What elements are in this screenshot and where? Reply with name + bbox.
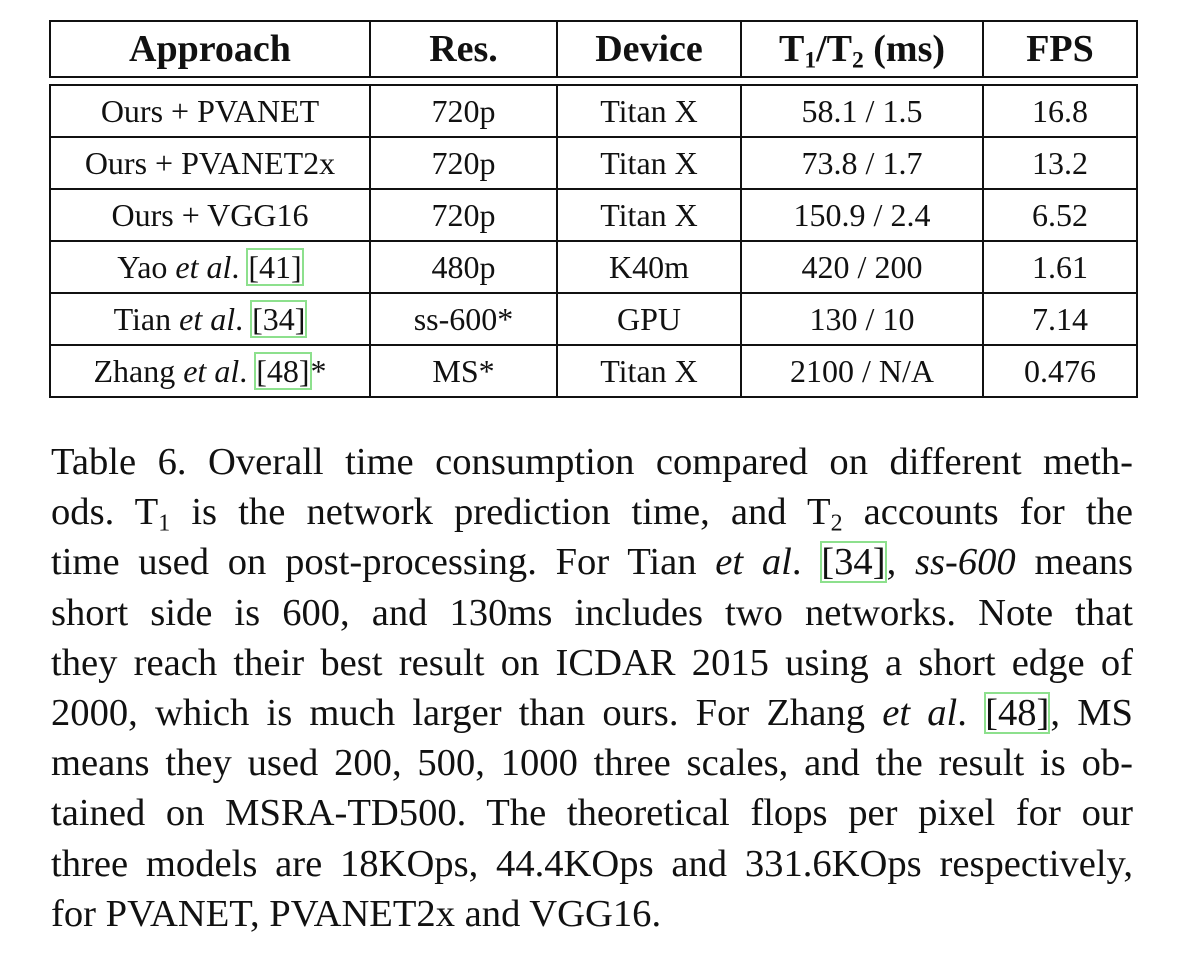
cell-fps: 13.2 — [982, 138, 1138, 190]
cell-device: Titan X — [556, 346, 740, 398]
cell-approach: Zhang et al. [48]* — [49, 346, 369, 398]
citation-link-48[interactable]: [48] — [984, 691, 1051, 734]
approach-name: Zhang — [93, 353, 184, 389]
header-time: T1/T2 (ms) — [740, 20, 982, 78]
header-fps: FPS — [982, 20, 1138, 78]
cell-resolution: 480p — [369, 242, 556, 294]
table-row: Ours + VGG16 720p Titan X 150.9 / 2.4 6.52 — [49, 190, 1138, 242]
citation-link-34[interactable]: [34] — [820, 541, 887, 584]
cell-resolution: MS* — [369, 346, 556, 398]
approach-name: Ours + PVANET — [100, 93, 320, 129]
approach-name: Tian — [113, 301, 180, 337]
citation-link[interactable]: [41] — [246, 248, 304, 286]
approach-sep: . — [235, 301, 252, 337]
header-resolution: Res. — [369, 20, 556, 78]
cell-time: 150.9 / 2.4 — [740, 190, 982, 242]
approach-sep: . — [239, 353, 256, 389]
caption-line-8: tained on MSRA-TD500. The theoretical fl… — [51, 792, 1133, 835]
caption-line-10: for PVANET, PVANET2x and VGG16. — [51, 892, 662, 935]
cell-device: Titan X — [556, 138, 740, 190]
cell-approach: Tian et al. [34] — [49, 294, 369, 346]
results-table-container: Approach Res. Device T1/T2 (ms) FPS Ours… — [49, 20, 1138, 398]
table-row: Zhang et al. [48]* MS* Titan X 2100 / N/A 0.… — [49, 346, 1138, 398]
table-row: Tian et al. [34] ss-600* GPU 130 / 10 7.14 — [49, 294, 1138, 346]
header-approach: Approach — [49, 20, 369, 78]
cell-fps: 1.61 — [982, 242, 1138, 294]
caption-line-7: means they used 200, 500, 1000 three sca… — [51, 742, 1133, 785]
cell-resolution: ss-600* — [369, 294, 556, 346]
header-device: Device — [556, 20, 740, 78]
cell-device: GPU — [556, 294, 740, 346]
cell-approach: Yao et al. [41] — [49, 242, 369, 294]
cell-fps: 16.8 — [982, 86, 1138, 138]
caption-line-6: 2000, which is much larger than ours. Fo… — [51, 691, 1134, 734]
approach-etal: et al — [183, 353, 240, 389]
cell-device: Titan X — [556, 86, 740, 138]
cell-time: 58.1 / 1.5 — [740, 86, 982, 138]
cell-time: 130 / 10 — [740, 294, 982, 346]
timing-comparison-table: Approach Res. Device T1/T2 (ms) FPS Ours… — [49, 20, 1138, 398]
cell-time: 420 / 200 — [740, 242, 982, 294]
table-row: Ours + PVANET 720p Titan X 58.1 / 1.5 16.8 — [49, 86, 1138, 138]
cell-time: 2100 / N/A — [740, 346, 982, 398]
cell-resolution: 720p — [369, 190, 556, 242]
cell-fps: 6.52 — [982, 190, 1138, 242]
caption-line-4: short side is 600, and 130ms includes tw… — [51, 591, 1133, 634]
cell-approach: Ours + VGG16 — [49, 190, 369, 242]
caption-line-2: ods. T1 is the network prediction time, … — [51, 491, 1133, 537]
caption-line-9: three models are 18KOps, 44.4KOps and 33… — [51, 842, 1133, 885]
cell-fps: 7.14 — [982, 294, 1138, 346]
approach-etal: et al — [175, 249, 232, 285]
header-gap — [49, 78, 1138, 86]
cell-device: Titan X — [556, 190, 740, 242]
approach-name: Ours + PVANET2x — [84, 145, 336, 181]
cell-resolution: 720p — [369, 138, 556, 190]
cell-approach: Ours + PVANET — [49, 86, 369, 138]
cell-approach: Ours + PVANET2x — [49, 138, 369, 190]
approach-sep: . — [231, 249, 248, 285]
cell-resolution: 720p — [369, 86, 556, 138]
cell-fps: 0.476 — [982, 346, 1138, 398]
approach-name: Ours + VGG16 — [111, 197, 309, 233]
caption-line-5: they reach their best result on ICDAR 20… — [51, 641, 1133, 684]
cell-time: 73.8 / 1.7 — [740, 138, 982, 190]
citation-link[interactable]: [34] — [250, 300, 308, 338]
table-caption: Table 6. Overall time consumption compar… — [51, 437, 1133, 939]
caption-line-3: time used on post-processing. For Tian e… — [51, 541, 1133, 584]
table-row: Yao et al. [41] 480p K40m 420 / 200 1.61 — [49, 242, 1138, 294]
citation-link[interactable]: [48] — [254, 352, 312, 390]
caption-line-1: Table 6. Overall time consumption compar… — [51, 441, 1133, 483]
approach-name: Yao — [117, 249, 176, 285]
approach-suffix: * — [310, 353, 327, 389]
table-header-row: Approach Res. Device T1/T2 (ms) FPS — [49, 20, 1138, 78]
table-row: Ours + PVANET2x 720p Titan X 73.8 / 1.7 13.2 — [49, 138, 1138, 190]
approach-etal: et al — [179, 301, 236, 337]
cell-device: K40m — [556, 242, 740, 294]
